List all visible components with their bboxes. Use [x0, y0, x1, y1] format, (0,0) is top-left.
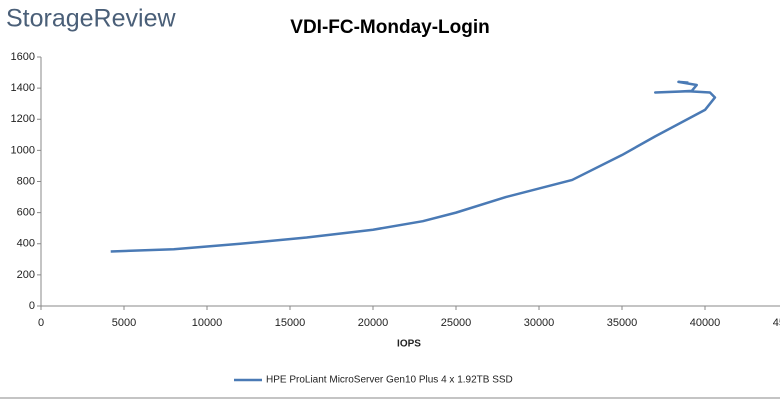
x-tick-label: 30000: [524, 317, 555, 329]
y-tick-label: 1600: [11, 51, 35, 63]
x-tick-label: 0: [38, 317, 44, 329]
x-tick-label: 20000: [358, 317, 389, 329]
x-tick-label: 40000: [690, 317, 721, 329]
y-tick-label: 1000: [11, 144, 35, 156]
y-tick-label: 400: [17, 238, 35, 250]
chart-title: VDI-FC-Monday-Login: [290, 17, 489, 38]
x-tick-label: 45000: [773, 317, 780, 329]
y-tick-label: 600: [17, 207, 35, 219]
x-tick-label: 25000: [441, 317, 472, 329]
x-tick-label: 10000: [192, 317, 223, 329]
y-tick-label: 200: [17, 269, 35, 281]
y-tick-label: 0: [29, 300, 35, 312]
y-tick-label: 1400: [11, 82, 35, 94]
y-tick-label: 800: [17, 175, 35, 187]
series-line: [110, 80, 717, 253]
x-tick-label: 35000: [607, 317, 638, 329]
legend-label: HPE ProLiant MicroServer Gen10 Plus 4 x …: [266, 375, 513, 386]
x-tick-label: 5000: [112, 317, 136, 329]
logo: StorageReview: [6, 5, 176, 33]
x-axis-label: IOPS: [397, 339, 421, 350]
y-tick-label: 1200: [11, 113, 35, 125]
x-tick-label: 15000: [275, 317, 306, 329]
